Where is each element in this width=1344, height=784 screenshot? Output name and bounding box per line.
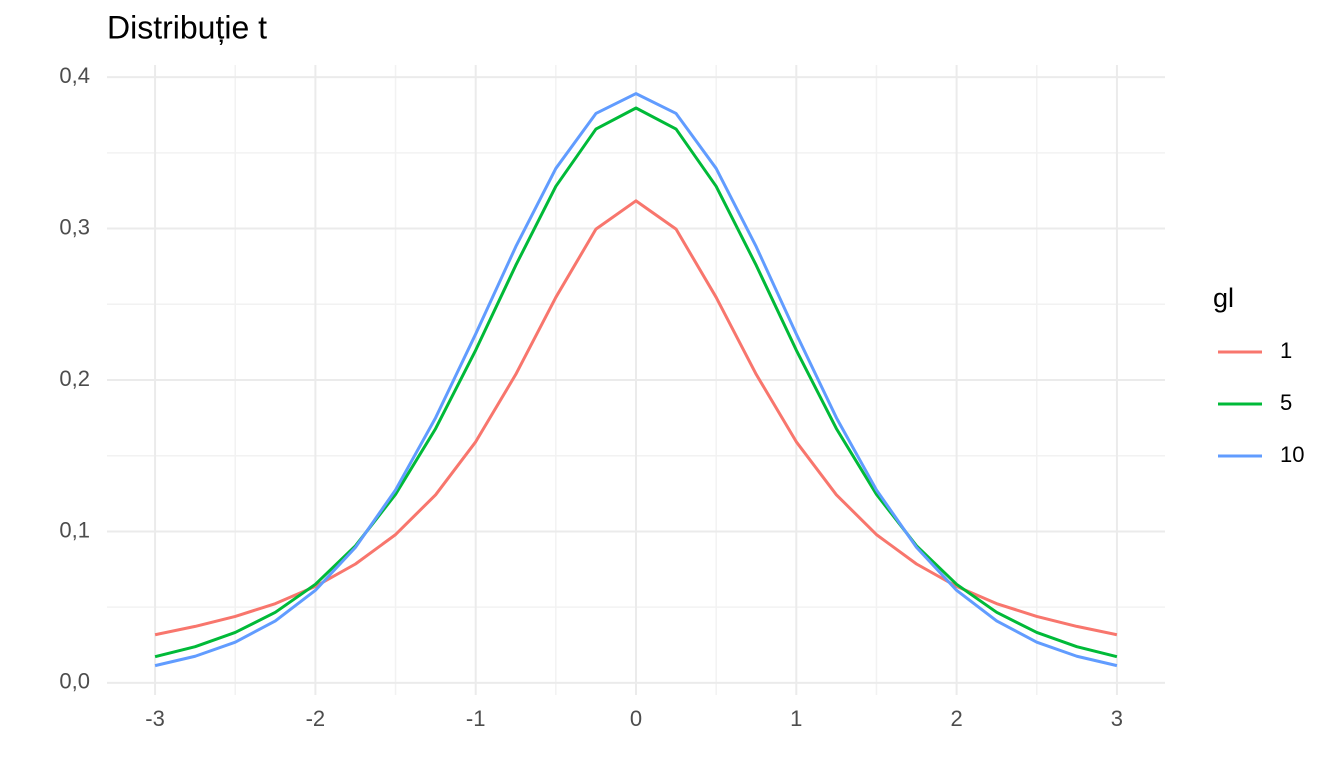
y-tick-label: 0,2 — [59, 366, 90, 391]
legend-label: 10 — [1280, 442, 1304, 467]
legend-label: 1 — [1280, 338, 1292, 363]
y-tick-label: 0,0 — [59, 669, 90, 694]
x-tick-label: -3 — [145, 706, 165, 731]
line-series — [154, 92, 1118, 668]
line-series — [154, 199, 1118, 637]
legend-title: gl — [1213, 283, 1234, 313]
y-tick-label: 0,1 — [59, 517, 90, 542]
x-tick-label: -1 — [466, 706, 486, 731]
y-tick-label: 0,3 — [59, 214, 90, 239]
y-tick-label: 0,4 — [59, 63, 90, 88]
x-tick-label: 0 — [630, 706, 642, 731]
line-series — [154, 106, 1118, 659]
chart-title: Distribuție t — [107, 9, 267, 45]
x-tick-label: 3 — [1111, 706, 1123, 731]
x-tick-label: 2 — [950, 706, 962, 731]
legend-label: 5 — [1280, 390, 1292, 415]
x-tick-label: -2 — [306, 706, 326, 731]
x-tick-label: 1 — [790, 706, 802, 731]
